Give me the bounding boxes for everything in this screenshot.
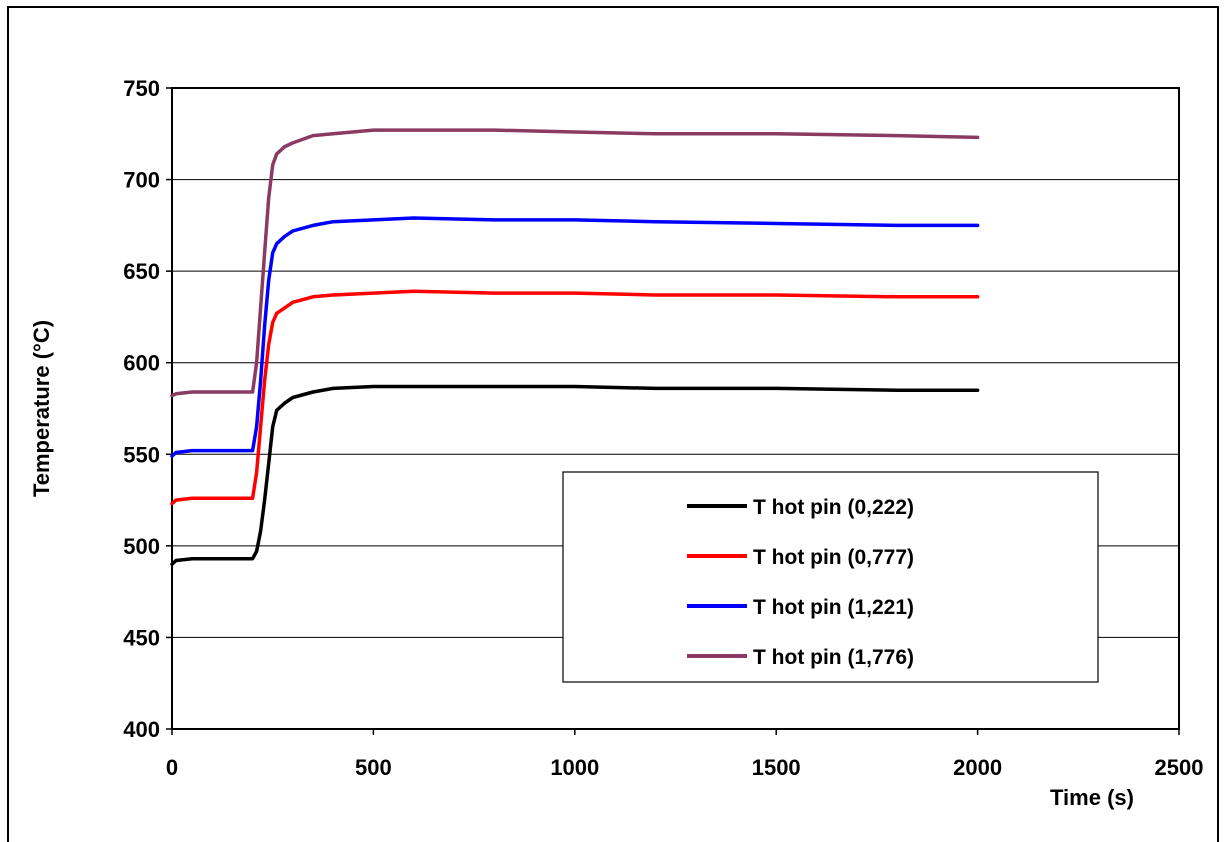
x-tick-label: 500 — [355, 755, 392, 780]
y-tick-label: 400 — [123, 717, 160, 742]
x-tick-label: 1500 — [752, 755, 801, 780]
legend-box — [562, 471, 1099, 683]
y-tick-label: 750 — [123, 76, 160, 101]
y-axis-ticks: 400 450 500 550 600 650 700 750 — [123, 76, 172, 742]
legend-label: T hot pin (0,222) — [753, 496, 914, 519]
series-line-4 — [170, 128, 980, 398]
x-tick-label: 2500 — [1155, 755, 1204, 780]
y-tick-label: 600 — [123, 351, 160, 376]
x-tick-label: 1000 — [550, 755, 599, 780]
x-tick-label: 2000 — [953, 755, 1002, 780]
legend-label: T hot pin (0,777) — [753, 546, 914, 569]
x-axis-title: Time (s) — [1050, 785, 1134, 810]
y-tick-label: 450 — [123, 625, 160, 650]
x-tick-label: 0 — [166, 755, 178, 780]
y-axis-title: Temperature (°C) — [29, 320, 54, 497]
x-axis-ticks: 0 500 1000 1500 2000 2500 — [166, 729, 1204, 780]
series-lines — [170, 128, 980, 566]
legend-label: T hot pin (1,221) — [753, 596, 914, 619]
y-tick-label: 700 — [123, 168, 160, 193]
y-tick-label: 500 — [123, 534, 160, 559]
legend: T hot pin (0,222) T hot pin (0,777) T hot … — [562, 471, 1099, 683]
series-line-2 — [170, 289, 980, 506]
series-line-1 — [170, 384, 980, 566]
series-line-3 — [170, 216, 980, 458]
y-tick-label: 650 — [123, 259, 160, 284]
y-tick-label: 550 — [123, 442, 160, 467]
plot-area — [171, 87, 1180, 730]
legend-label: T hot pin (1,776) — [753, 646, 914, 669]
chart-frame — [7, 6, 1219, 842]
